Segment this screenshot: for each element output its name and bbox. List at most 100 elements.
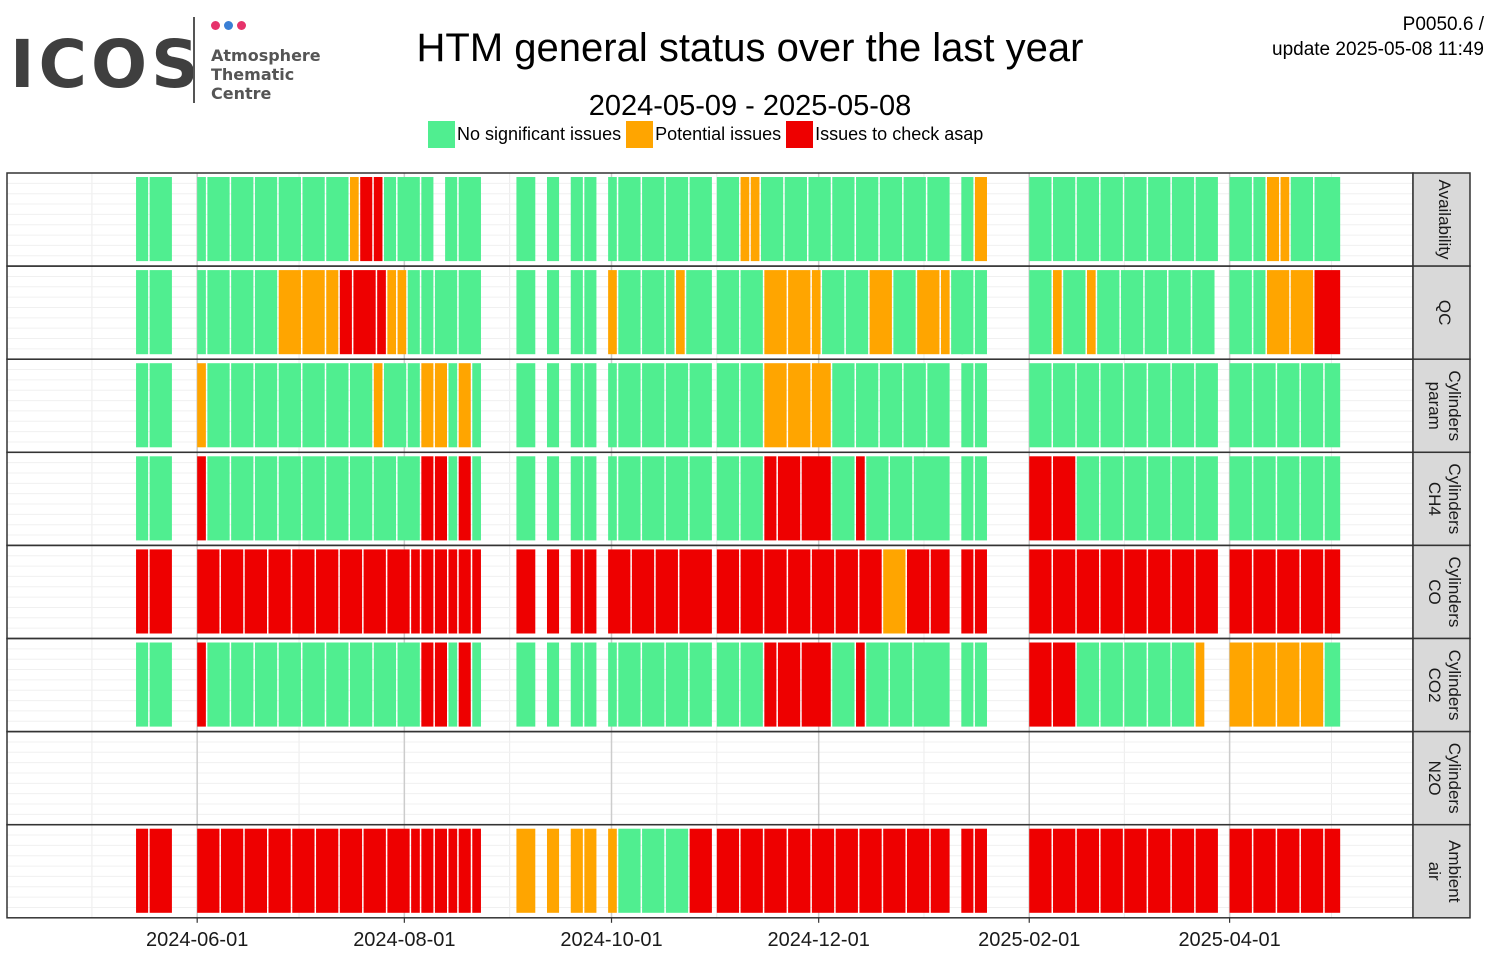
status-cell — [835, 828, 858, 913]
logo-dot — [224, 21, 233, 30]
status-cell — [363, 549, 386, 634]
status-cell — [360, 177, 373, 262]
status-cell — [350, 456, 373, 541]
status-cell — [608, 828, 617, 913]
status-cell — [608, 456, 617, 541]
status-cell — [516, 177, 536, 262]
status-cell — [927, 363, 950, 448]
status-cell — [546, 549, 560, 634]
status-cell — [974, 549, 987, 634]
status-cell — [1324, 363, 1341, 448]
status-cell — [1324, 456, 1341, 541]
status-cell — [1124, 642, 1147, 727]
status-cell — [1229, 642, 1252, 727]
status-cell — [197, 270, 206, 355]
status-cell — [397, 270, 407, 355]
status-cell — [546, 828, 560, 913]
status-cell — [448, 363, 458, 448]
logo-subtitle: Atmosphere Thematic Centre — [211, 30, 321, 103]
status-cell — [974, 456, 987, 541]
status-cell — [788, 828, 811, 913]
status-cell — [1053, 828, 1076, 913]
status-cell — [1195, 642, 1205, 727]
status-cell — [570, 828, 583, 913]
status-cell — [516, 642, 536, 727]
status-cell — [1171, 642, 1195, 727]
status-cell — [1324, 828, 1341, 913]
status-cell — [906, 549, 930, 634]
strip-background — [1412, 172, 1471, 267]
status-cell — [458, 177, 481, 262]
status-cell — [278, 177, 301, 262]
status-cell — [859, 549, 882, 634]
status-cell — [1100, 456, 1123, 541]
status-cell — [421, 270, 434, 355]
status-cell — [716, 549, 740, 634]
status-cell — [811, 828, 835, 913]
status-cell — [689, 828, 712, 913]
status-cell — [350, 642, 373, 727]
status-cell — [961, 363, 974, 448]
status-cell — [339, 549, 363, 634]
status-cell — [546, 177, 560, 262]
status-cell — [665, 363, 689, 448]
status-cell — [903, 177, 926, 262]
status-cell — [448, 642, 458, 727]
status-cell — [458, 642, 471, 727]
status-cell — [197, 642, 206, 727]
status-cell — [764, 363, 787, 448]
status-cell — [1063, 270, 1086, 355]
status-cell — [350, 363, 373, 448]
status-cell — [1124, 177, 1147, 262]
status-cell — [665, 270, 675, 355]
icos-logo: ICOS Atmosphere Thematic Centre — [10, 14, 330, 104]
status-cell — [1053, 363, 1076, 448]
status-cell — [927, 177, 950, 262]
status-cell — [570, 177, 583, 262]
status-cell — [397, 177, 420, 262]
status-cell — [856, 177, 879, 262]
status-cell — [608, 549, 631, 634]
status-cell — [889, 642, 913, 727]
status-cell — [1195, 456, 1218, 541]
status-cell — [716, 363, 740, 448]
status-cell — [434, 549, 447, 634]
status-cell — [811, 363, 831, 448]
legend-label-issue: Issues to check asap — [815, 124, 984, 144]
status-cell — [1100, 177, 1123, 262]
status-cell — [1086, 270, 1096, 355]
status-cell — [220, 828, 244, 913]
status-cell — [516, 828, 536, 913]
status-cell — [411, 828, 420, 913]
status-cell — [231, 642, 254, 727]
status-cell — [740, 177, 750, 262]
status-cell — [1029, 270, 1052, 355]
status-cell — [1300, 363, 1324, 448]
status-cell — [665, 456, 689, 541]
status-cell — [383, 177, 397, 262]
status-cell — [516, 270, 536, 355]
status-cell — [788, 363, 811, 448]
status-cell — [642, 828, 665, 913]
status-cell — [655, 549, 678, 634]
status-cell — [893, 270, 916, 355]
status-cell — [292, 828, 315, 913]
status-cell — [278, 270, 301, 355]
status-cell — [1097, 270, 1120, 355]
status-cell — [764, 828, 787, 913]
status-cell — [832, 642, 855, 727]
status-cell — [808, 177, 831, 262]
status-cell — [207, 456, 230, 541]
status-cell — [1171, 549, 1195, 634]
status-cell — [220, 549, 244, 634]
status-cell — [1148, 549, 1171, 634]
status-cell — [197, 363, 206, 448]
status-cell — [570, 549, 583, 634]
logo-dots — [211, 17, 250, 35]
status-cell — [254, 363, 278, 448]
status-cell — [387, 549, 410, 634]
status-cell — [689, 642, 712, 727]
status-cell — [472, 828, 481, 913]
status-cell — [1229, 177, 1252, 262]
status-cell — [930, 828, 950, 913]
